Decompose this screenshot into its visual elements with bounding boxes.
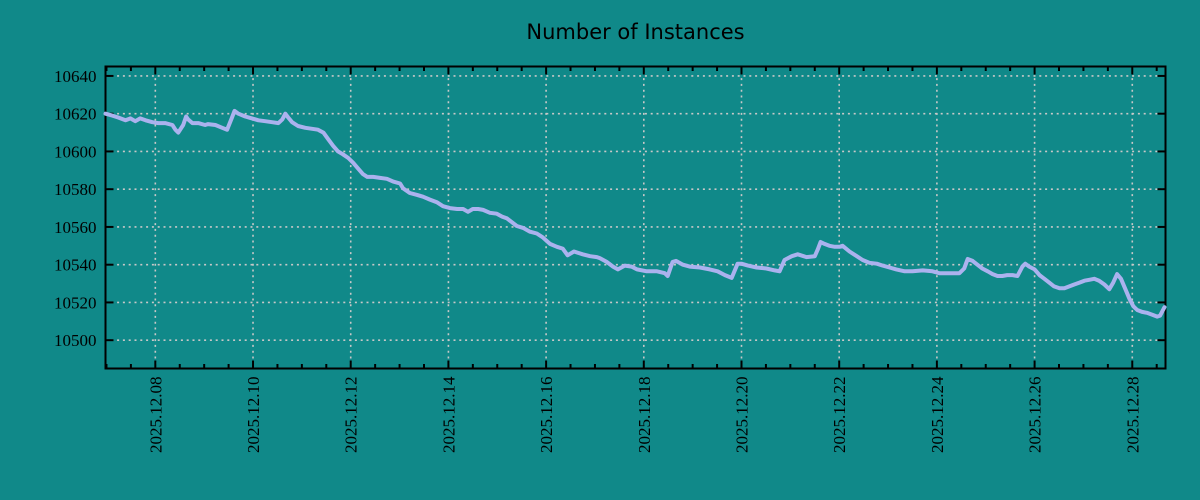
gridlines xyxy=(105,66,1166,369)
x-tick-label: 2025.12.22 xyxy=(830,377,849,454)
x-tick-label: 2025.12.28 xyxy=(1123,377,1142,454)
y-tick-label: 10640 xyxy=(54,67,97,86)
series-line-instances xyxy=(103,108,1167,319)
y-tick-label: 10540 xyxy=(54,256,97,275)
y-tick-label: 10580 xyxy=(54,180,97,199)
y-tick-label: 10560 xyxy=(54,218,97,237)
x-tick-label: 2025.12.20 xyxy=(733,377,752,454)
x-tick-label: 2025.12.16 xyxy=(537,377,556,454)
chart-title: Number of Instances xyxy=(526,20,744,44)
y-tick-label: 10620 xyxy=(54,105,97,124)
x-tick-label: 2025.12.12 xyxy=(342,377,361,454)
y-axis-tick-labels: 10500 10520 10540 10560 10580 10600 10620 10640 xyxy=(54,67,97,350)
y-tick-label: 10600 xyxy=(54,142,97,161)
plot-border xyxy=(104,65,1167,370)
x-axis-tick-labels: 2025.12.08 2025.12.10 2025.12.12 2025.12.14… xyxy=(146,376,1142,453)
x-tick-label: 2025.12.24 xyxy=(928,376,947,453)
y-tick-label: 10500 xyxy=(54,331,97,350)
x-tick-label: 2025.12.08 xyxy=(146,377,165,454)
x-tick-label: 2025.12.10 xyxy=(244,377,263,454)
y-tick-label: 10520 xyxy=(54,293,97,312)
x-tick-label: 2025.12.18 xyxy=(635,377,654,454)
x-tick-label: 2025.12.26 xyxy=(1026,377,1045,454)
x-tick-label: 2025.12.14 xyxy=(439,376,458,453)
